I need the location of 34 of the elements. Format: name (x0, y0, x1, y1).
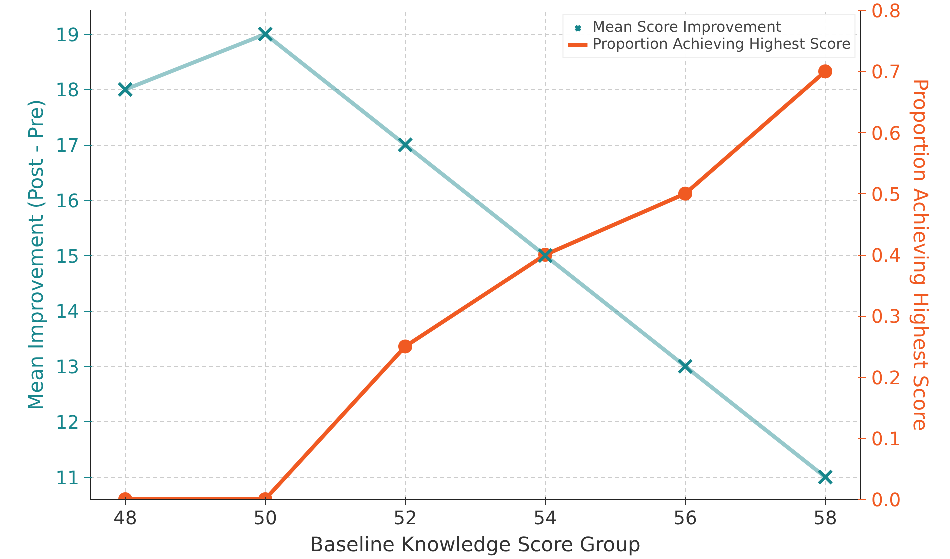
y-tick-label: 19 (56, 25, 80, 46)
x-tick-label: 56 (674, 508, 698, 530)
y2-tick-label: 0.4 (872, 246, 902, 267)
point (818, 469, 834, 486)
y2-tick-label: 0.0 (872, 490, 902, 512)
y2-axis-title: Proportion Achieving Highest Score (909, 78, 934, 432)
y2-tick-label: 0.3 (872, 307, 902, 328)
x-tick-label: 54 (534, 508, 558, 530)
point (398, 137, 414, 153)
legend-label: Mean Score Improvement (592, 19, 782, 36)
y2-tick-label: 0.7 (872, 62, 902, 84)
y-tick-label: 11 (56, 468, 80, 490)
legend-label: Proportion Achieving Highest Score (592, 36, 851, 53)
point (678, 358, 694, 374)
x-tick-label: 50 (254, 508, 278, 530)
y-tick-label: 13 (56, 358, 80, 379)
point (118, 82, 134, 98)
y2-tick-label: 0.2 (872, 368, 902, 390)
y-tick-label: 17 (56, 136, 80, 158)
y-tick-label: 12 (56, 412, 80, 434)
x-tick-label: 52 (394, 508, 418, 530)
y-tick-label: 18 (56, 80, 80, 102)
y-tick-label: 16 (56, 191, 80, 212)
y-axis-title: Mean Improvement (Post - Pre) (24, 100, 48, 410)
x-tick-label: 58 (814, 508, 838, 530)
point (258, 26, 274, 42)
y-tick-label: 14 (56, 302, 80, 324)
y2-tick-label: 0.5 (872, 184, 902, 206)
y2-tick-label: 0.1 (872, 429, 902, 450)
x-tick-label: 48 (114, 508, 138, 530)
y-tick-label: 15 (56, 246, 80, 268)
x-axis-title: Baseline Knowledge Score Group (310, 532, 641, 556)
y2-tick-label: 0.8 (872, 2, 902, 22)
y2-tick-label: 0.6 (872, 124, 902, 145)
